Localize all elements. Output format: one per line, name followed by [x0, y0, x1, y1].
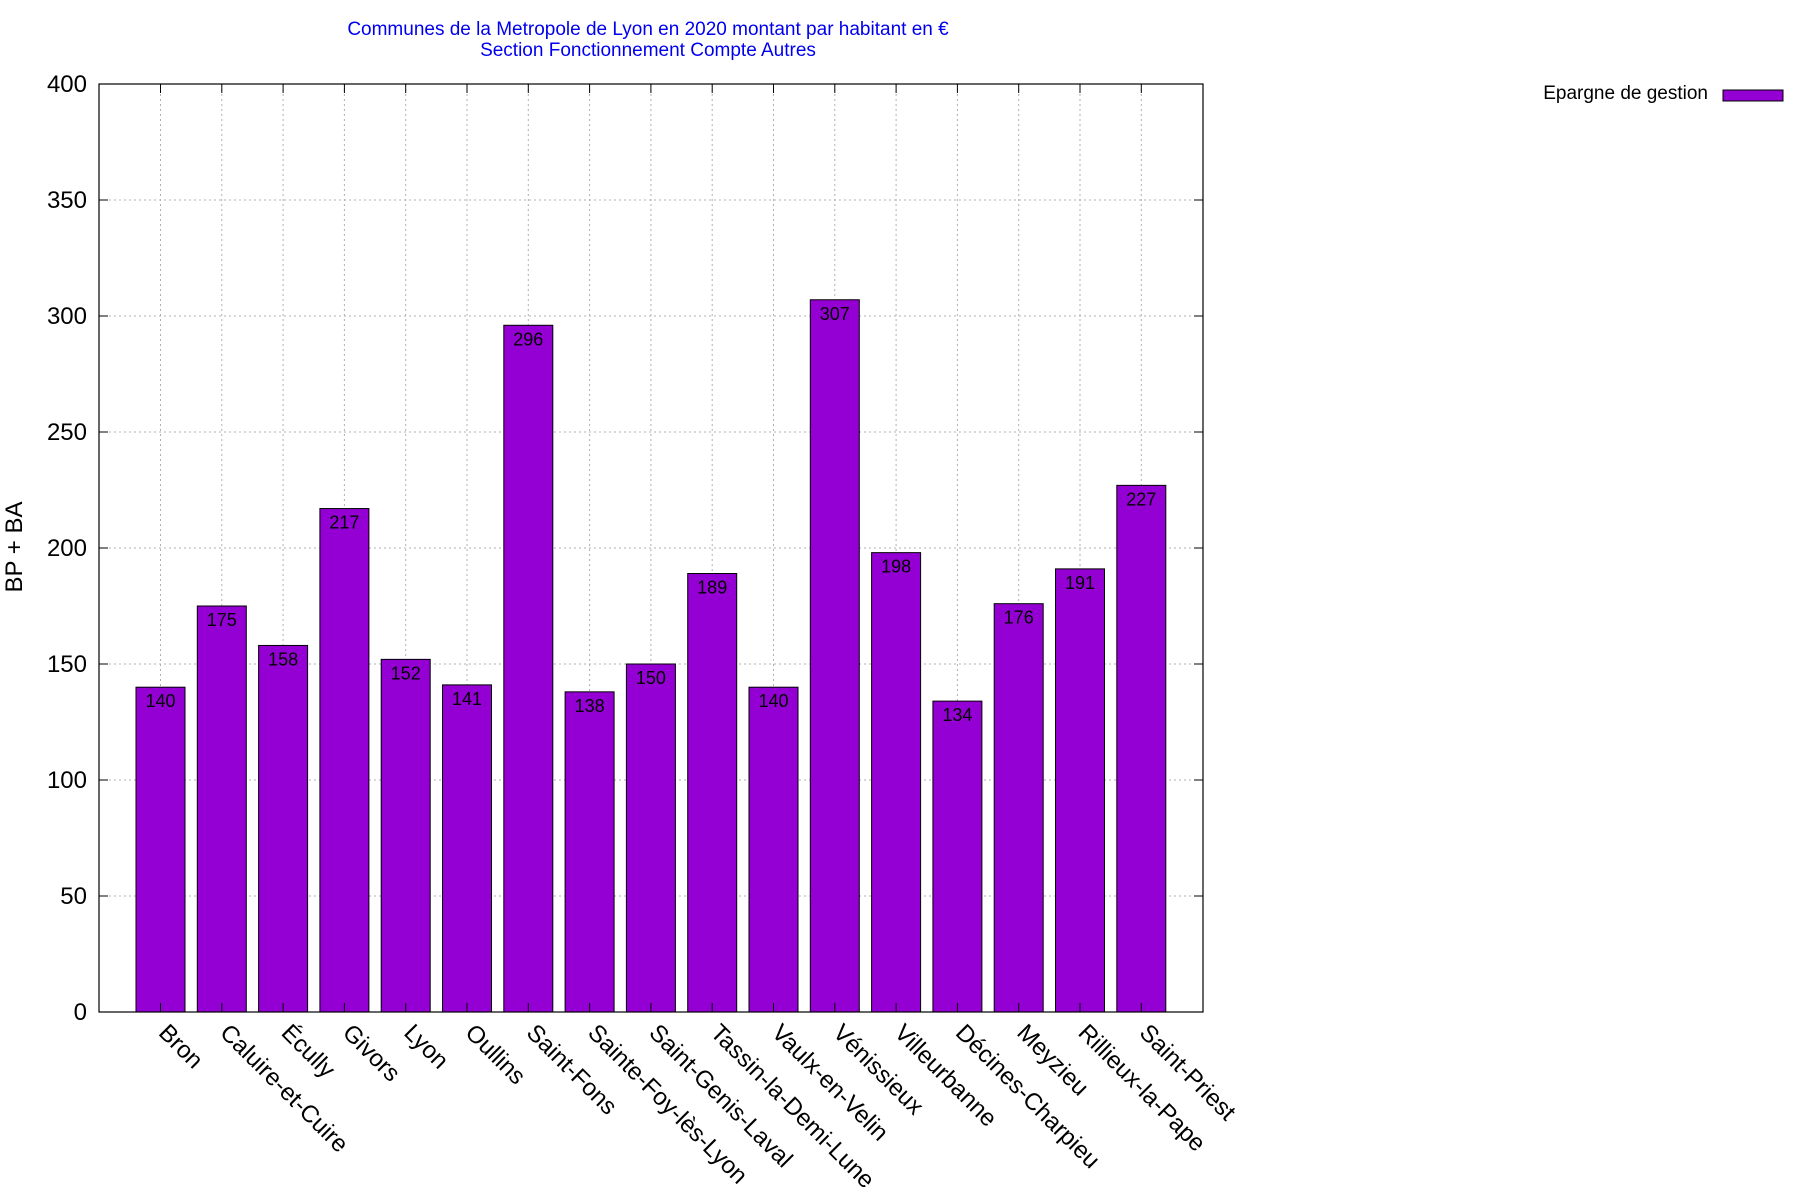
bar-3	[319, 508, 370, 1013]
x-category-label: Bron	[153, 1019, 208, 1074]
y-tick-label: 250	[47, 419, 87, 446]
value-label: 307	[820, 304, 850, 324]
x-category-label: Givors	[337, 1019, 405, 1087]
bar-16	[1116, 484, 1167, 1013]
value-labels: 140 175 158 217 152 141 296 138 150 189 140 307 198 1…	[145, 304, 1156, 725]
bar-4	[380, 658, 431, 1013]
x-category-label: Lyon	[398, 1019, 453, 1074]
value-label: 227	[1126, 489, 1156, 509]
y-tick-label: 50	[60, 883, 87, 910]
value-label: 138	[575, 696, 605, 716]
y-tick-label: 200	[47, 535, 87, 562]
y-tick-label: 0	[74, 999, 87, 1026]
bar-6	[503, 324, 554, 1013]
bar-5	[442, 684, 492, 1013]
y-tick-label: 300	[47, 303, 87, 330]
chart-title: Communes de la Metropole de Lyon en 2020…	[347, 19, 949, 40]
value-label: 140	[758, 691, 788, 711]
chart-subtitle: Section Fonctionnement Compte Autres	[480, 40, 816, 61]
bar-1	[196, 605, 247, 1013]
value-label: 189	[697, 578, 727, 598]
bar-8	[625, 663, 676, 1013]
bar-13	[932, 700, 983, 1013]
value-label: 158	[268, 649, 298, 669]
value-label: 198	[881, 557, 911, 577]
bar-15	[1055, 568, 1105, 1013]
y-axis-ticks: 0 50 100 150 200 250 300 350 400	[47, 71, 1203, 1026]
legend-label: Epargne de gestion	[1543, 83, 1708, 104]
bar-12	[871, 552, 922, 1013]
bar-0	[135, 686, 186, 1013]
value-label: 217	[329, 513, 359, 533]
value-label: 141	[452, 689, 482, 709]
y-axis-label: BP + BA	[1, 502, 28, 593]
bar-9	[687, 573, 738, 1013]
bar-7	[564, 691, 615, 1013]
y-tick-label: 150	[47, 651, 87, 678]
y-tick-label: 100	[47, 767, 87, 794]
y-tick-label: 400	[47, 71, 87, 98]
bar-14	[993, 603, 1044, 1013]
value-label: 150	[636, 668, 666, 688]
bar-10	[748, 686, 799, 1013]
bars	[135, 299, 1167, 1013]
value-label: 191	[1065, 573, 1095, 593]
value-label: 176	[1004, 608, 1034, 628]
value-label: 296	[513, 329, 543, 349]
value-label: 175	[207, 610, 237, 630]
value-label: 134	[942, 705, 972, 725]
bar-2	[258, 644, 309, 1013]
x-category-label: Oullins	[460, 1019, 531, 1090]
legend-swatch	[1722, 89, 1784, 102]
legend: Epargne de gestion	[1543, 83, 1784, 104]
y-tick-label: 350	[47, 187, 87, 214]
value-label: 152	[391, 663, 421, 683]
bar-11	[809, 299, 860, 1013]
value-label: 140	[145, 691, 175, 711]
